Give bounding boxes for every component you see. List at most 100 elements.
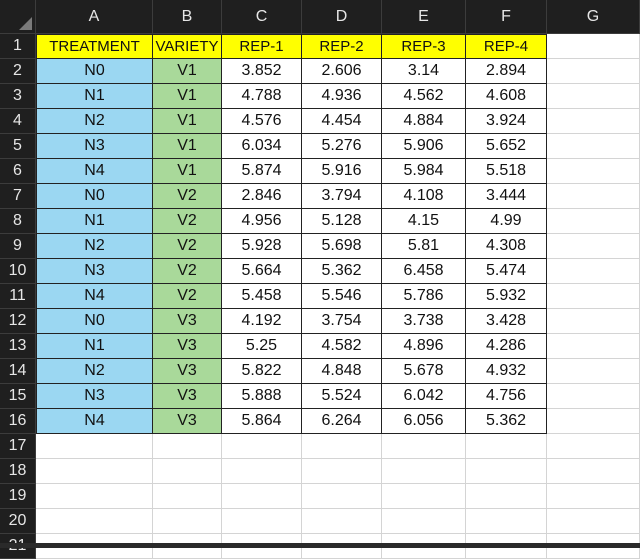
cell-b10[interactable]: V2 <box>153 259 222 284</box>
cell-d5[interactable]: 5.276 <box>302 134 382 159</box>
cell-b15[interactable]: V3 <box>153 384 222 409</box>
column-header-d[interactable]: D <box>302 0 382 34</box>
cell-b2[interactable]: V1 <box>153 59 222 84</box>
cell-d12[interactable]: 3.754 <box>302 309 382 334</box>
cell-b11[interactable]: V2 <box>153 284 222 309</box>
cell-c15[interactable]: 5.888 <box>222 384 302 409</box>
horizontal-scrollbar[interactable] <box>0 543 640 548</box>
row-header-7[interactable]: 7 <box>0 184 36 209</box>
cell-c2[interactable]: 3.852 <box>222 59 302 84</box>
cell-f4[interactable]: 3.924 <box>466 109 547 134</box>
cell-d2[interactable]: 2.606 <box>302 59 382 84</box>
cell-a7[interactable]: N0 <box>36 184 153 209</box>
cell-a17[interactable] <box>36 434 153 459</box>
cell-f10[interactable]: 5.474 <box>466 259 547 284</box>
cell-d3[interactable]: 4.936 <box>302 84 382 109</box>
cell-g13[interactable] <box>547 334 640 359</box>
cell-f20[interactable] <box>466 509 547 534</box>
row-header-9[interactable]: 9 <box>0 234 36 259</box>
cell-e11[interactable]: 5.786 <box>382 284 466 309</box>
cell-e9[interactable]: 5.81 <box>382 234 466 259</box>
cell-b3[interactable]: V1 <box>153 84 222 109</box>
cell-d15[interactable]: 5.524 <box>302 384 382 409</box>
row-header-19[interactable]: 19 <box>0 484 36 509</box>
cell-b17[interactable] <box>153 434 222 459</box>
cell-d17[interactable] <box>302 434 382 459</box>
cell-f18[interactable] <box>466 459 547 484</box>
cell-c12[interactable]: 4.192 <box>222 309 302 334</box>
cell-g4[interactable] <box>547 109 640 134</box>
cell-c14[interactable]: 5.822 <box>222 359 302 384</box>
cell-e17[interactable] <box>382 434 466 459</box>
cell-e6[interactable]: 5.984 <box>382 159 466 184</box>
cell-d10[interactable]: 5.362 <box>302 259 382 284</box>
cell-d13[interactable]: 4.582 <box>302 334 382 359</box>
cell-d7[interactable]: 3.794 <box>302 184 382 209</box>
cell-a5[interactable]: N3 <box>36 134 153 159</box>
cell-g7[interactable] <box>547 184 640 209</box>
row-header-11[interactable]: 11 <box>0 284 36 309</box>
cell-a19[interactable] <box>36 484 153 509</box>
cell-d14[interactable]: 4.848 <box>302 359 382 384</box>
cell-c13[interactable]: 5.25 <box>222 334 302 359</box>
cell-f6[interactable]: 5.518 <box>466 159 547 184</box>
cell-c9[interactable]: 5.928 <box>222 234 302 259</box>
cell-a4[interactable]: N2 <box>36 109 153 134</box>
cell-f9[interactable]: 4.308 <box>466 234 547 259</box>
cell-e10[interactable]: 6.458 <box>382 259 466 284</box>
row-header-17[interactable]: 17 <box>0 434 36 459</box>
cell-c1[interactable]: REP-1 <box>222 34 302 59</box>
cell-g8[interactable] <box>547 209 640 234</box>
cell-e1[interactable]: REP-3 <box>382 34 466 59</box>
cell-d19[interactable] <box>302 484 382 509</box>
row-header-10[interactable]: 10 <box>0 259 36 284</box>
cell-c4[interactable]: 4.576 <box>222 109 302 134</box>
cell-a11[interactable]: N4 <box>36 284 153 309</box>
row-header-6[interactable]: 6 <box>0 159 36 184</box>
cell-a10[interactable]: N3 <box>36 259 153 284</box>
cell-f17[interactable] <box>466 434 547 459</box>
cell-f5[interactable]: 5.652 <box>466 134 547 159</box>
cell-g1[interactable] <box>547 34 640 59</box>
row-header-4[interactable]: 4 <box>0 109 36 134</box>
cell-a16[interactable]: N4 <box>36 409 153 434</box>
column-header-e[interactable]: E <box>382 0 466 34</box>
cell-g12[interactable] <box>547 309 640 334</box>
cell-f8[interactable]: 4.99 <box>466 209 547 234</box>
cell-d6[interactable]: 5.916 <box>302 159 382 184</box>
cell-d8[interactable]: 5.128 <box>302 209 382 234</box>
row-header-12[interactable]: 12 <box>0 309 36 334</box>
cell-e13[interactable]: 4.896 <box>382 334 466 359</box>
cell-e8[interactable]: 4.15 <box>382 209 466 234</box>
cell-g19[interactable] <box>547 484 640 509</box>
cell-b6[interactable]: V1 <box>153 159 222 184</box>
row-header-5[interactable]: 5 <box>0 134 36 159</box>
cell-b4[interactable]: V1 <box>153 109 222 134</box>
cell-g5[interactable] <box>547 134 640 159</box>
row-header-14[interactable]: 14 <box>0 359 36 384</box>
cell-e14[interactable]: 5.678 <box>382 359 466 384</box>
cell-e16[interactable]: 6.056 <box>382 409 466 434</box>
row-header-2[interactable]: 2 <box>0 59 36 84</box>
cell-e2[interactable]: 3.14 <box>382 59 466 84</box>
cell-f14[interactable]: 4.932 <box>466 359 547 384</box>
cell-g15[interactable] <box>547 384 640 409</box>
cell-a18[interactable] <box>36 459 153 484</box>
cell-g3[interactable] <box>547 84 640 109</box>
cell-d4[interactable]: 4.454 <box>302 109 382 134</box>
cell-e15[interactable]: 6.042 <box>382 384 466 409</box>
cell-f11[interactable]: 5.932 <box>466 284 547 309</box>
cell-a6[interactable]: N4 <box>36 159 153 184</box>
column-header-f[interactable]: F <box>466 0 547 34</box>
cell-f19[interactable] <box>466 484 547 509</box>
cell-b5[interactable]: V1 <box>153 134 222 159</box>
cell-b8[interactable]: V2 <box>153 209 222 234</box>
cell-e4[interactable]: 4.884 <box>382 109 466 134</box>
cell-a8[interactable]: N1 <box>36 209 153 234</box>
cell-a3[interactable]: N1 <box>36 84 153 109</box>
cell-c19[interactable] <box>222 484 302 509</box>
column-header-c[interactable]: C <box>222 0 302 34</box>
cell-f7[interactable]: 3.444 <box>466 184 547 209</box>
column-header-g[interactable]: G <box>547 0 640 34</box>
column-header-a[interactable]: A <box>36 0 153 34</box>
